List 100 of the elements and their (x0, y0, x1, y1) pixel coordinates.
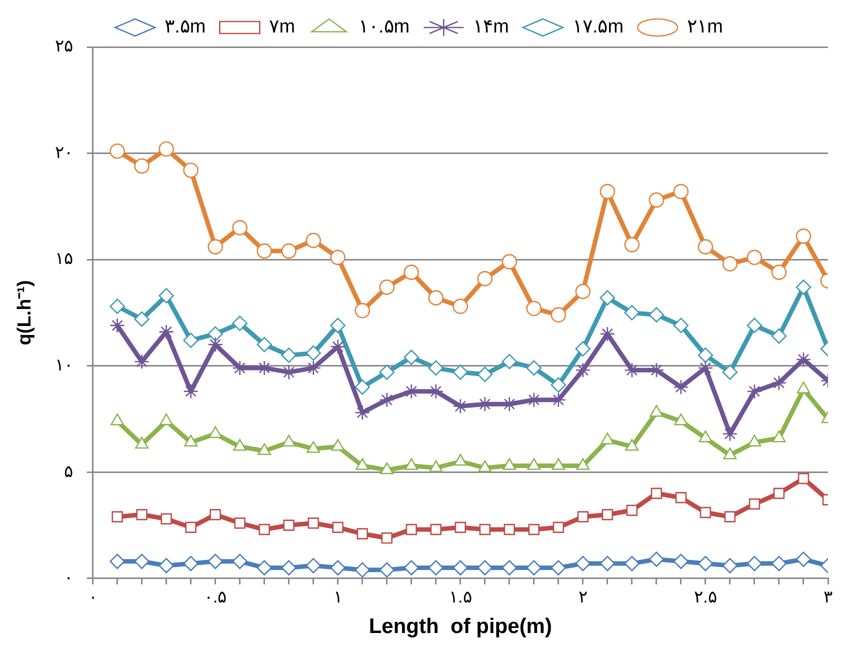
point (796, 280, 812, 295)
point (771, 328, 787, 344)
point (428, 290, 444, 306)
point (673, 554, 689, 570)
point (477, 560, 493, 576)
point (428, 560, 444, 576)
point (381, 532, 392, 544)
point (673, 318, 689, 334)
x-tick-label: ۱ (333, 587, 342, 606)
point (330, 339, 346, 354)
point (550, 377, 566, 393)
point (330, 250, 346, 266)
legend-label: ۲۱m (687, 16, 723, 38)
point (502, 254, 518, 270)
y-tick-label: ۲۰ (54, 142, 73, 162)
point (210, 509, 221, 520)
point (110, 554, 125, 570)
point (722, 364, 738, 380)
point (746, 384, 762, 399)
point (724, 511, 736, 522)
point (698, 556, 714, 572)
point (256, 243, 272, 259)
point (648, 192, 664, 208)
point (773, 488, 785, 499)
legend-label: ۳.۵m (164, 16, 206, 38)
point (650, 488, 662, 499)
legend-label: ۷m (269, 16, 296, 38)
point (428, 360, 444, 376)
point (354, 302, 370, 318)
point (404, 560, 420, 576)
point (234, 518, 246, 529)
point (454, 522, 466, 533)
point (308, 518, 319, 529)
point (648, 307, 664, 322)
point (648, 552, 664, 567)
point (136, 509, 148, 520)
x-tick-label: ۲ (578, 587, 588, 606)
point (746, 556, 762, 572)
point (600, 184, 616, 200)
point (575, 556, 591, 572)
point (185, 522, 196, 533)
point (550, 307, 566, 322)
point (232, 360, 248, 376)
point (379, 562, 395, 578)
point (208, 554, 223, 570)
y-tick-label: ۰ (64, 568, 73, 588)
point (110, 318, 125, 334)
point (258, 524, 270, 536)
point (134, 158, 150, 174)
point (330, 560, 346, 576)
point (158, 324, 174, 340)
point (183, 332, 198, 348)
point (354, 379, 370, 395)
point (722, 558, 738, 574)
point (158, 141, 174, 157)
point (771, 375, 787, 390)
point (600, 290, 616, 306)
point (208, 336, 223, 352)
point (528, 524, 540, 536)
point (748, 498, 760, 510)
point (110, 144, 125, 159)
point (134, 311, 150, 327)
x-tick-label: ۱.۵ (449, 587, 472, 606)
point (722, 256, 738, 272)
point (796, 352, 812, 368)
point (379, 392, 395, 408)
point (626, 504, 638, 516)
point (698, 239, 714, 254)
point (796, 552, 812, 567)
point (183, 384, 198, 399)
point (477, 366, 493, 382)
point (479, 524, 491, 536)
point (526, 360, 542, 376)
point (281, 243, 297, 259)
point (256, 560, 272, 576)
x-tick-label: ۰ (88, 587, 98, 606)
x-tick-label: ۰.۵ (204, 587, 227, 606)
point (379, 364, 395, 380)
point (698, 348, 714, 363)
point (624, 556, 640, 572)
point (624, 305, 640, 320)
point (158, 288, 174, 304)
point (673, 184, 689, 200)
point (600, 556, 616, 572)
point (746, 250, 762, 266)
point (404, 264, 420, 280)
point (332, 522, 344, 533)
x-tick-label: ۳ (824, 587, 832, 606)
point (330, 318, 346, 334)
point (160, 513, 172, 524)
point (354, 562, 370, 578)
point (602, 509, 614, 520)
y-tick-label: ۱۵ (54, 249, 73, 268)
point (502, 354, 518, 370)
legend-label: ۱۴m (473, 16, 509, 38)
point (722, 426, 738, 442)
point (134, 354, 150, 370)
point (746, 318, 762, 334)
y-tick-label: ۲۵ (54, 36, 73, 56)
point (430, 524, 442, 536)
